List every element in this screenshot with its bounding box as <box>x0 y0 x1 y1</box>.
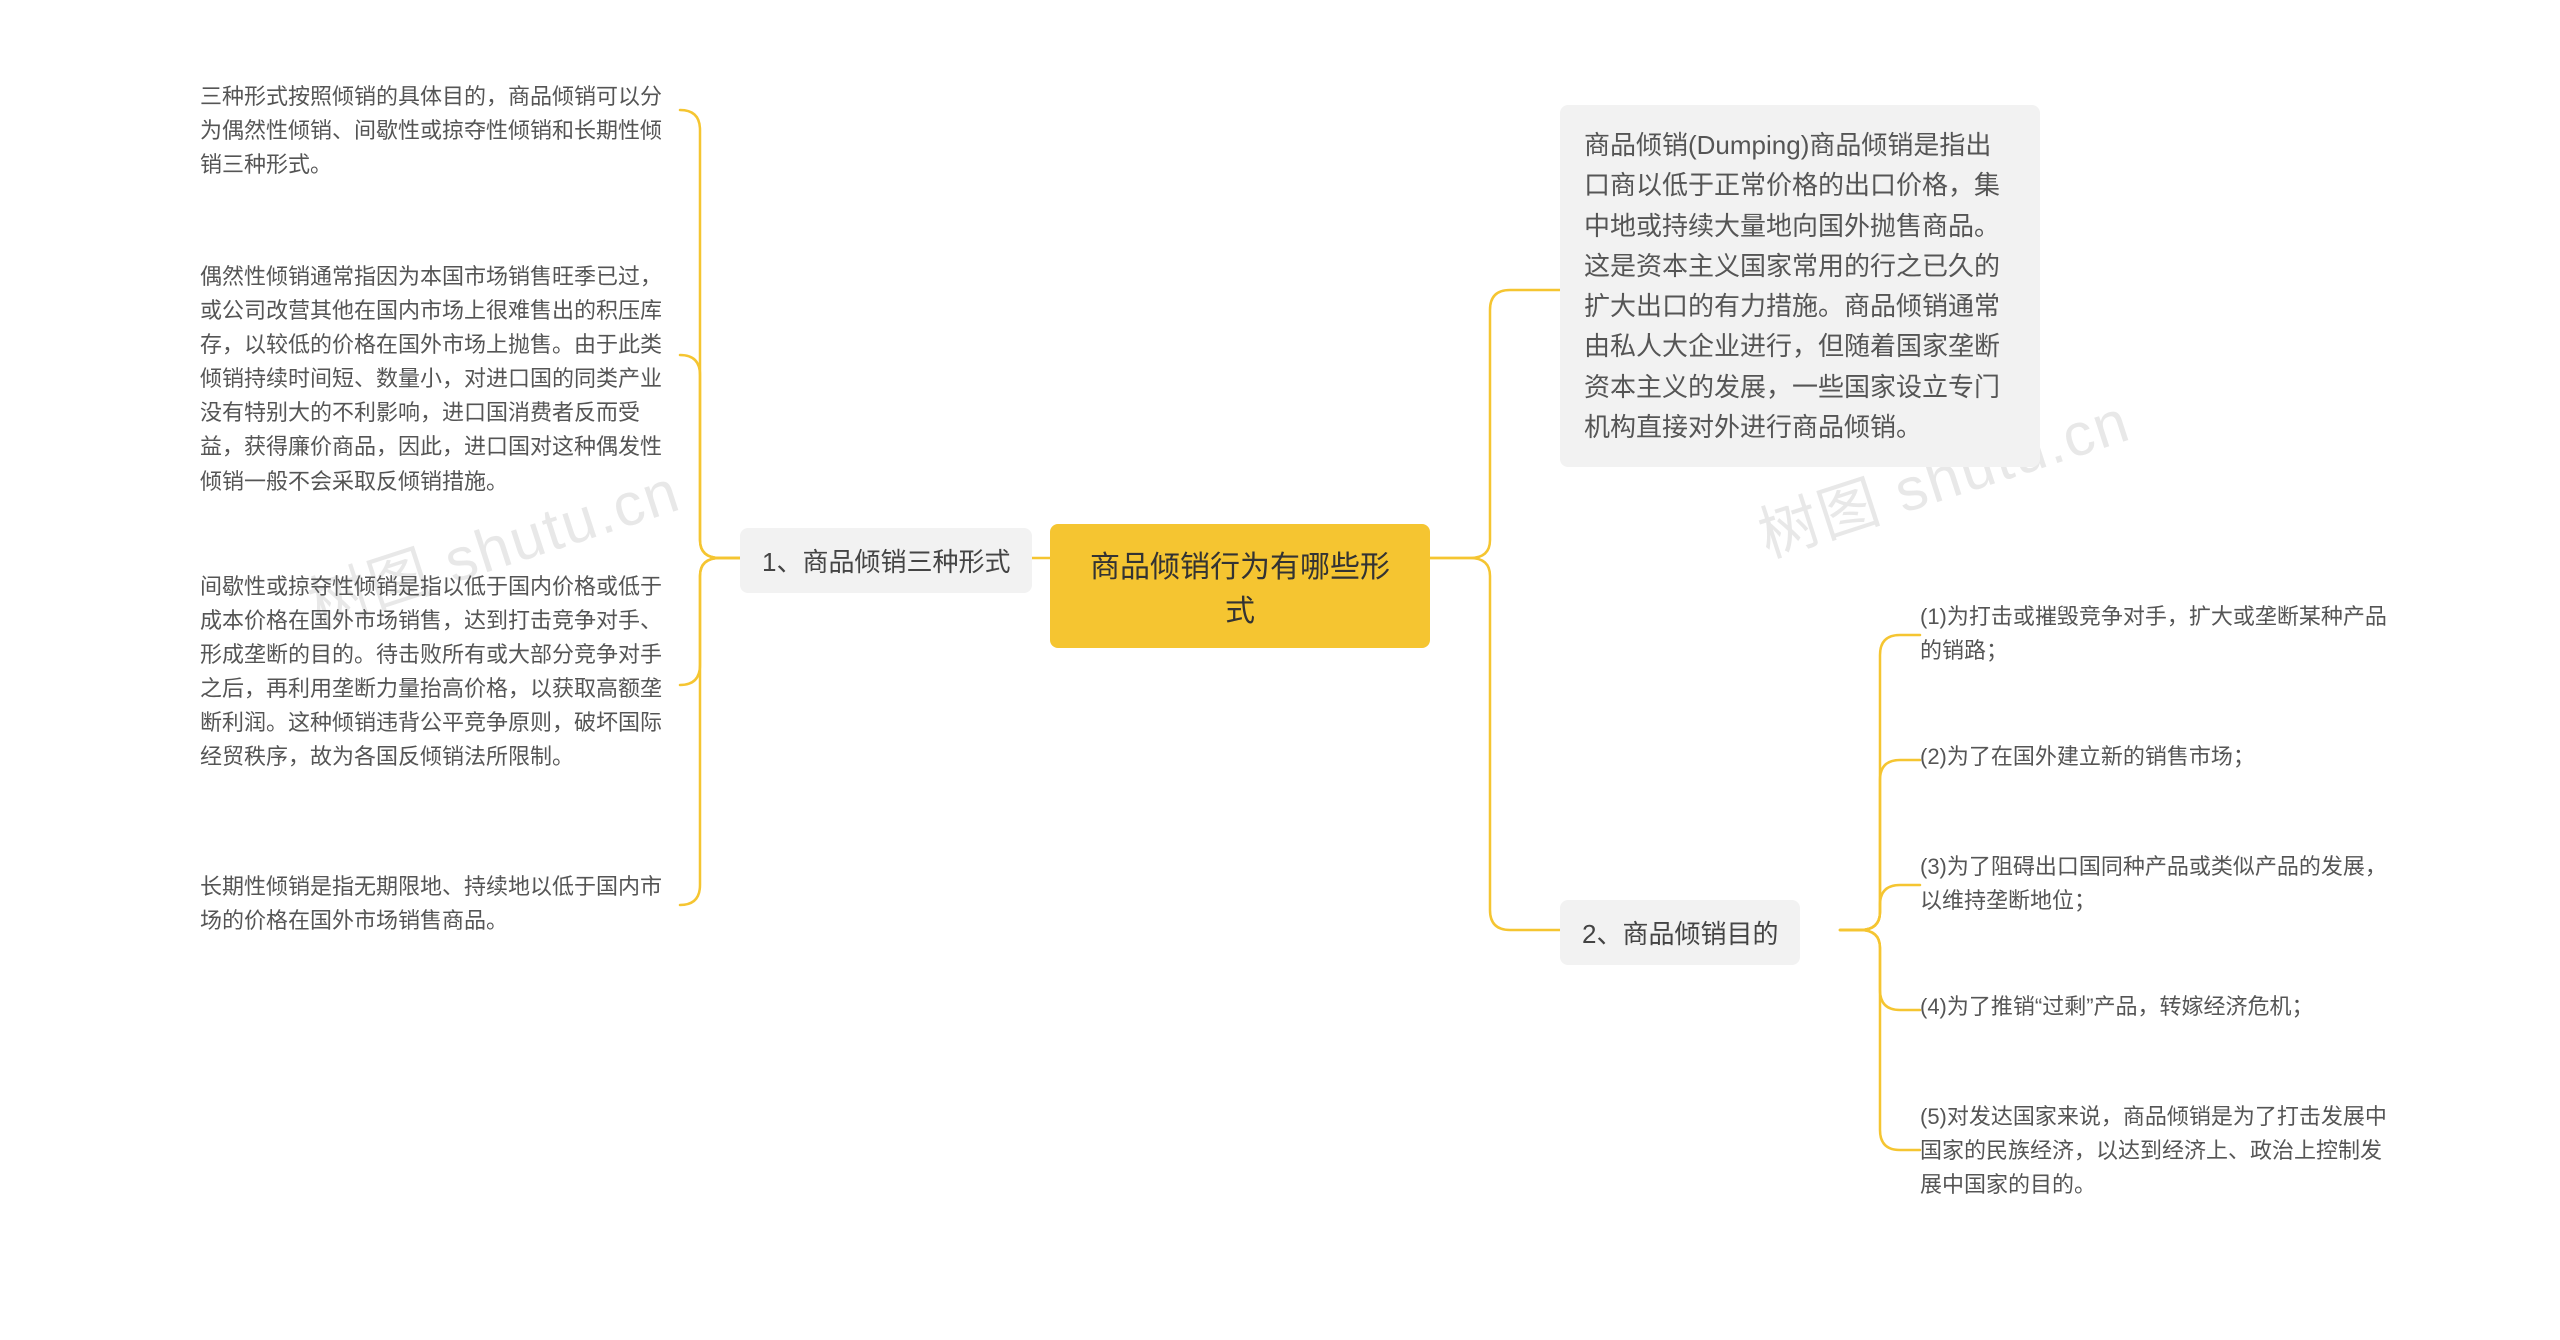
root-node[interactable]: 商品倾销行为有哪些形式 <box>1050 524 1430 648</box>
left-leaf-2: 间歇性或掠夺性倾销是指以低于国内价格或低于成本价格在国外市场销售，达到打击竞争对… <box>200 570 680 775</box>
right-desc: 商品倾销(Dumping)商品倾销是指出口商以低于正常价格的出口价格，集中地或持… <box>1560 105 2040 467</box>
right-leaf-4: (5)对发达国家来说，商品倾销是为了打击发展中国家的民族经济，以达到经济上、政治… <box>1920 1100 2400 1202</box>
left-leaf-0: 三种形式按照倾销的具体目的，商品倾销可以分为偶然性倾销、间歇性或掠夺性倾销和长期… <box>200 80 680 182</box>
left-leaf-1: 偶然性倾销通常指因为本国市场销售旺季已过，或公司改营其他在国内市场上很难售出的积… <box>200 260 680 499</box>
right-leaf-3: (4)为了推销“过剩”产品，转嫁经济危机； <box>1920 990 2400 1024</box>
right-leaf-1: (2)为了在国外建立新的销售市场； <box>1920 740 2400 774</box>
right-branch[interactable]: 2、商品倾销目的 <box>1560 900 1800 965</box>
left-leaf-3: 长期性倾销是指无期限地、持续地以低于国内市场的价格在国外市场销售商品。 <box>200 870 680 938</box>
right-leaf-0: (1)为打击或摧毁竞争对手，扩大或垄断某种产品的销路； <box>1920 600 2400 668</box>
left-branch[interactable]: 1、商品倾销三种形式 <box>740 528 1032 593</box>
right-leaf-2: (3)为了阻碍出口国同种产品或类似产品的发展，以维持垄断地位； <box>1920 850 2400 918</box>
